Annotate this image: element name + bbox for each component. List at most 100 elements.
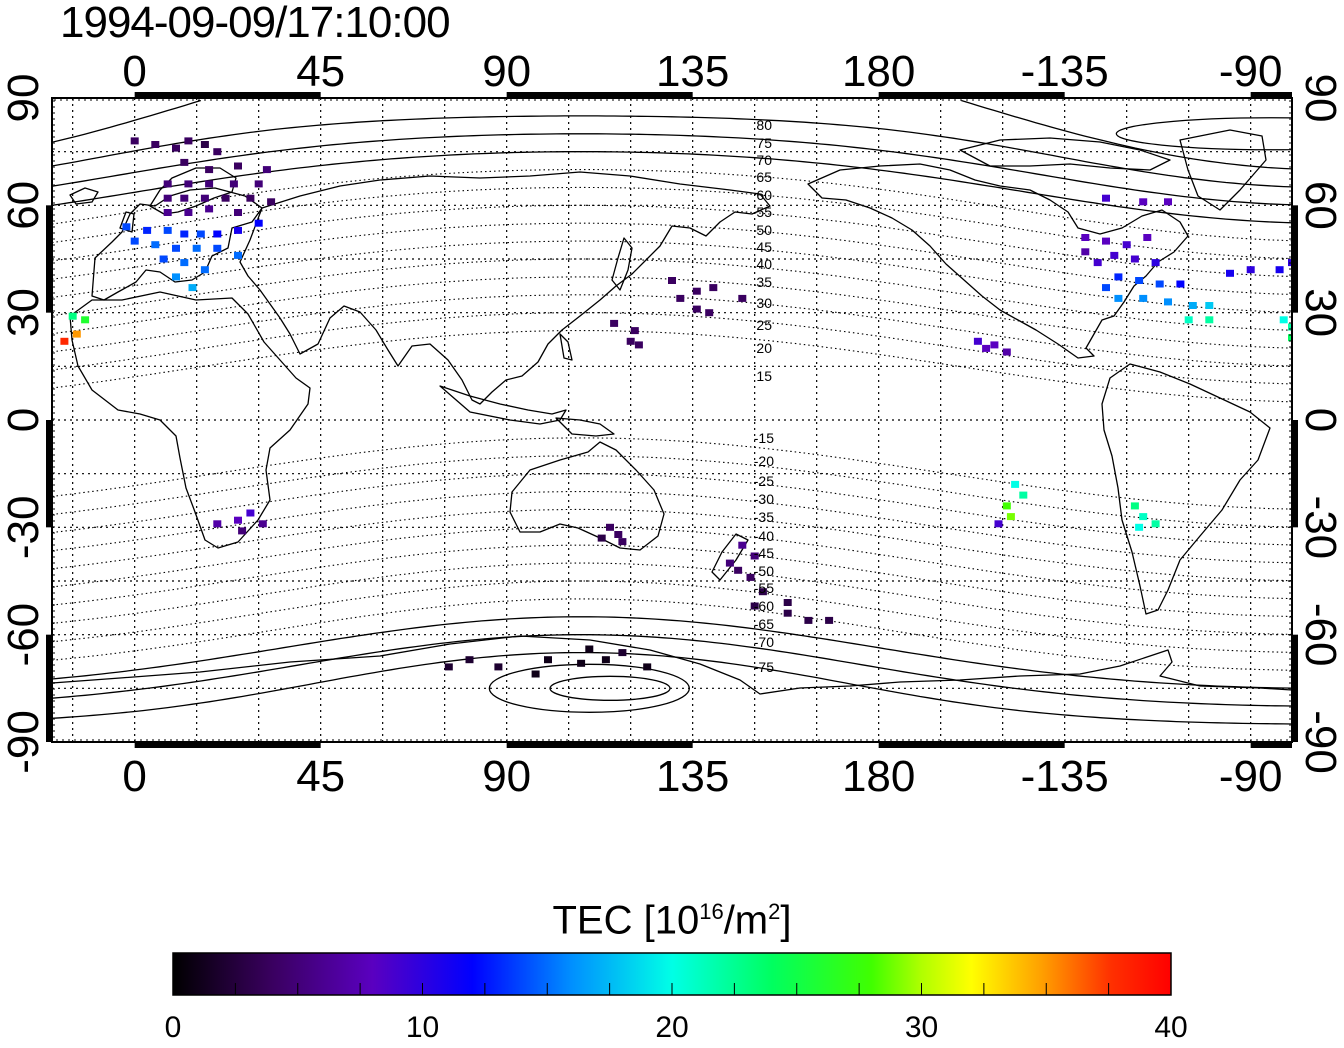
contour-label: 35	[756, 274, 772, 290]
tec-point	[1139, 513, 1148, 521]
contour-label: 65	[756, 169, 772, 185]
tec-point	[72, 330, 81, 338]
lat-label-left: 90	[0, 74, 48, 123]
lon-label-bottom: 90	[482, 752, 531, 801]
tec-point	[746, 573, 755, 581]
tec-point	[163, 194, 172, 202]
tec-point	[246, 194, 255, 202]
contour-line	[52, 240, 1292, 313]
tec-point	[1081, 234, 1090, 241]
tec-point	[200, 141, 209, 148]
contour-label: 40	[756, 256, 772, 272]
tec-point	[577, 659, 586, 667]
lat-label-right: -30	[1296, 496, 1344, 560]
tec-point	[1226, 269, 1234, 277]
tec-point	[180, 194, 189, 202]
tec-point	[1011, 480, 1020, 488]
tec-point	[1143, 234, 1152, 241]
lat-label-right: 60	[1296, 181, 1344, 230]
tec-point	[229, 180, 238, 188]
contour-line	[52, 204, 1292, 278]
lat-label-right: 0	[1296, 408, 1344, 432]
tec-point	[151, 241, 160, 249]
tec-point	[1102, 284, 1110, 292]
lat-label-left: 60	[0, 181, 48, 230]
tec-point	[1155, 280, 1164, 288]
tec-point	[1151, 259, 1160, 267]
tec-point	[200, 194, 209, 202]
contour-label: 80	[756, 117, 772, 133]
colorbar-tick-label: 0	[164, 1011, 182, 1044]
tec-point	[192, 244, 201, 252]
tec-point	[172, 244, 180, 252]
contour-label: -20	[754, 453, 774, 469]
tec-point	[630, 327, 639, 335]
lon-label-bottom: -90	[1219, 752, 1283, 801]
contour-line	[52, 312, 1292, 385]
tec-point	[1114, 294, 1123, 302]
contour-label: 55	[756, 204, 772, 220]
contour-line	[52, 616, 1292, 689]
contour-label: 15	[756, 368, 772, 384]
contour-label: -15	[754, 430, 774, 446]
lat-label-right: -60	[1296, 603, 1344, 667]
contour-line	[52, 151, 1292, 224]
tec-point	[68, 312, 77, 320]
tec-point	[1135, 523, 1144, 531]
timestamp-label: 1994-09-09/17:10:00	[60, 0, 451, 47]
tec-point	[705, 309, 714, 317]
colorbar-tick-label: 30	[904, 1011, 939, 1044]
tec-point	[234, 516, 242, 524]
contour-line	[1115, 117, 1292, 151]
contour-label: 60	[756, 187, 772, 203]
tec-point	[634, 341, 643, 349]
tec-point	[990, 341, 999, 349]
tec-point	[184, 180, 193, 188]
lon-label-bottom: 0	[122, 752, 146, 801]
tec-point	[734, 566, 743, 574]
contour-label: -60	[754, 598, 774, 614]
tec-data-points	[60, 137, 1344, 678]
lat-label-left: -60	[0, 603, 48, 667]
tec-point	[676, 294, 685, 302]
contour-line	[52, 437, 1292, 510]
tec-point	[213, 230, 222, 238]
tec-point	[825, 616, 834, 624]
contour-label: 50	[756, 222, 772, 238]
contour-label: 25	[756, 317, 772, 333]
tec-point	[1102, 237, 1110, 245]
tec-point	[1006, 513, 1015, 521]
lat-label-left: -30	[0, 496, 48, 560]
lon-label-bottom: 45	[296, 752, 345, 801]
tec-point	[1309, 256, 1317, 263]
colorbar-tick-label: 20	[655, 1011, 689, 1044]
lat-label-left: 30	[0, 288, 48, 337]
tec-point	[606, 523, 614, 531]
tec-point	[200, 266, 209, 274]
tec-point	[246, 509, 255, 517]
tec-point	[1164, 298, 1172, 306]
contour-label: 20	[756, 340, 772, 356]
tec-point	[1338, 485, 1344, 492]
tec-point	[130, 137, 139, 145]
tec-point	[1279, 316, 1288, 324]
lat-label-left: 0	[0, 408, 48, 432]
tec-point	[1130, 255, 1139, 263]
lon-label-top: 90	[482, 47, 531, 96]
tec-point	[1002, 502, 1011, 510]
contour-label: -30	[754, 491, 774, 507]
tec-point	[254, 219, 263, 227]
tec-point	[1122, 241, 1131, 249]
tec-point	[234, 251, 242, 259]
tec-point	[1176, 280, 1185, 288]
colorbar-tick-label: 10	[405, 1011, 440, 1044]
tec-point	[618, 538, 627, 546]
tec-point	[234, 162, 242, 170]
tec-point	[221, 194, 230, 202]
tec-point	[205, 180, 214, 188]
tec-point	[1321, 477, 1329, 484]
tec-point	[1275, 266, 1284, 274]
tec-point	[544, 656, 552, 664]
tec-point	[585, 645, 594, 653]
tec-point	[180, 230, 189, 238]
